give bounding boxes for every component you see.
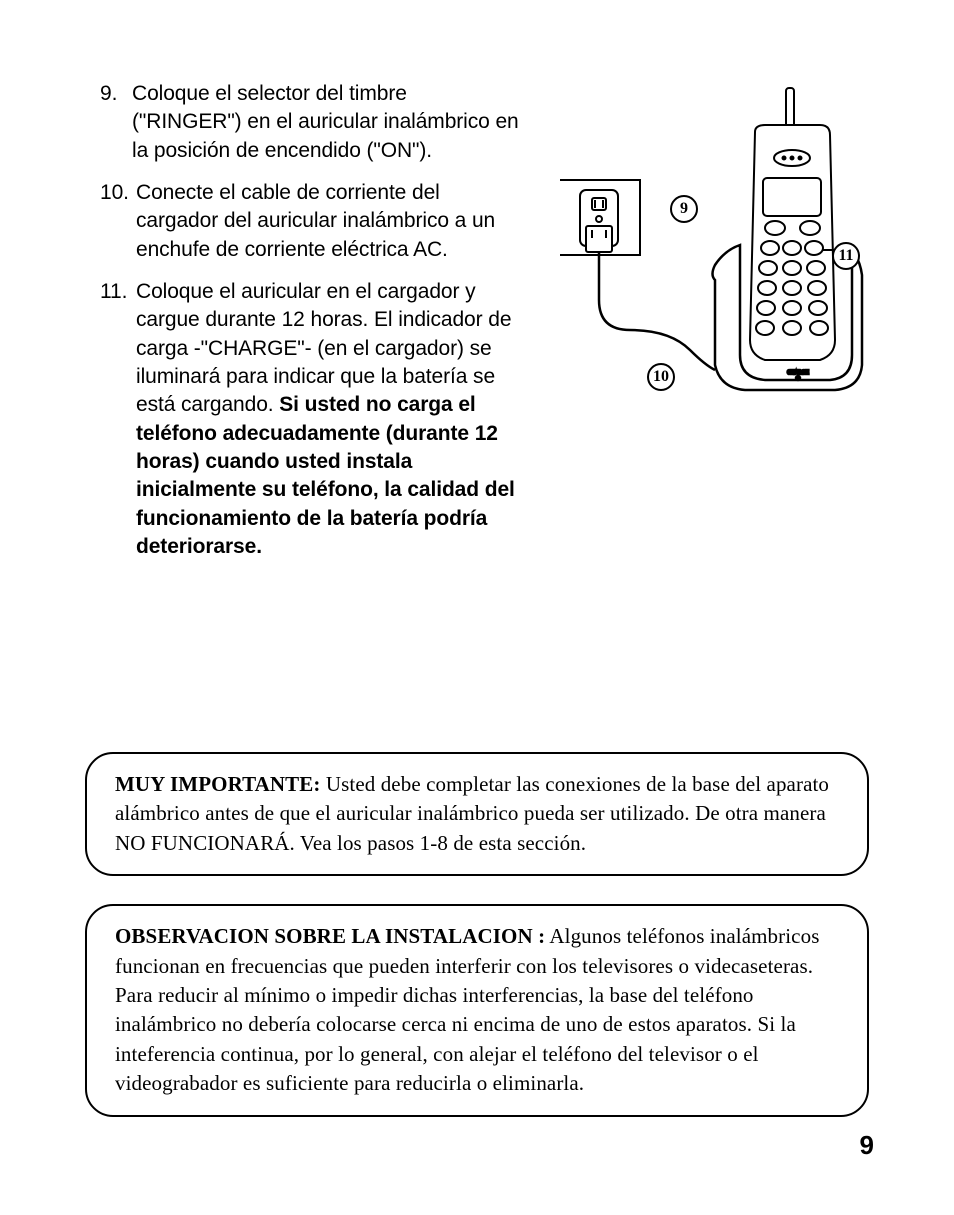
callout-11: 11: [832, 242, 860, 270]
phone-charger-diagram: CHARGE: [540, 80, 880, 400]
step-text: Coloque el selector del timbre ("RINGER"…: [132, 80, 520, 165]
notes-section: MUY IMPORTANTE: Usted debe completar las…: [85, 752, 869, 1145]
svg-text:CHARGE: CHARGE: [787, 370, 809, 376]
top-section: 9. Coloque el selector del timbre ("RING…: [100, 80, 884, 576]
note1-heading: MUY IMPORTANTE:: [115, 772, 321, 796]
step-number: 10.: [100, 179, 136, 264]
step-text: Conecte el cable de corriente del cargad…: [136, 179, 520, 264]
important-note: MUY IMPORTANTE: Usted debe completar las…: [85, 752, 869, 876]
installation-note: OBSERVACION SOBRE LA INSTALACION : Algun…: [85, 904, 869, 1116]
callout-9: 9: [670, 195, 698, 223]
step-text: Coloque el auricular en el cargador y ca…: [136, 278, 520, 561]
step-10: 10. Conecte el cable de corriente del ca…: [100, 179, 520, 264]
note2-heading: OBSERVACION SOBRE LA INSTALACION :: [115, 924, 545, 948]
callout-10: 10: [647, 363, 675, 391]
page-number: 9: [860, 1130, 874, 1161]
step-11-bold: Si usted no carga el teléfono adecuadame…: [136, 393, 515, 558]
step-number: 9.: [100, 80, 132, 165]
illustration: CHARGE 9 10 11: [540, 80, 880, 576]
instruction-list: 9. Coloque el selector del timbre ("RING…: [100, 80, 520, 576]
step-9: 9. Coloque el selector del timbre ("RING…: [100, 80, 520, 165]
step-number: 11.: [100, 278, 136, 561]
note2-text: Algunos teléfonos inalámbricos funcionan…: [115, 924, 819, 1095]
step-11: 11. Coloque el auricular en el cargador …: [100, 278, 520, 561]
